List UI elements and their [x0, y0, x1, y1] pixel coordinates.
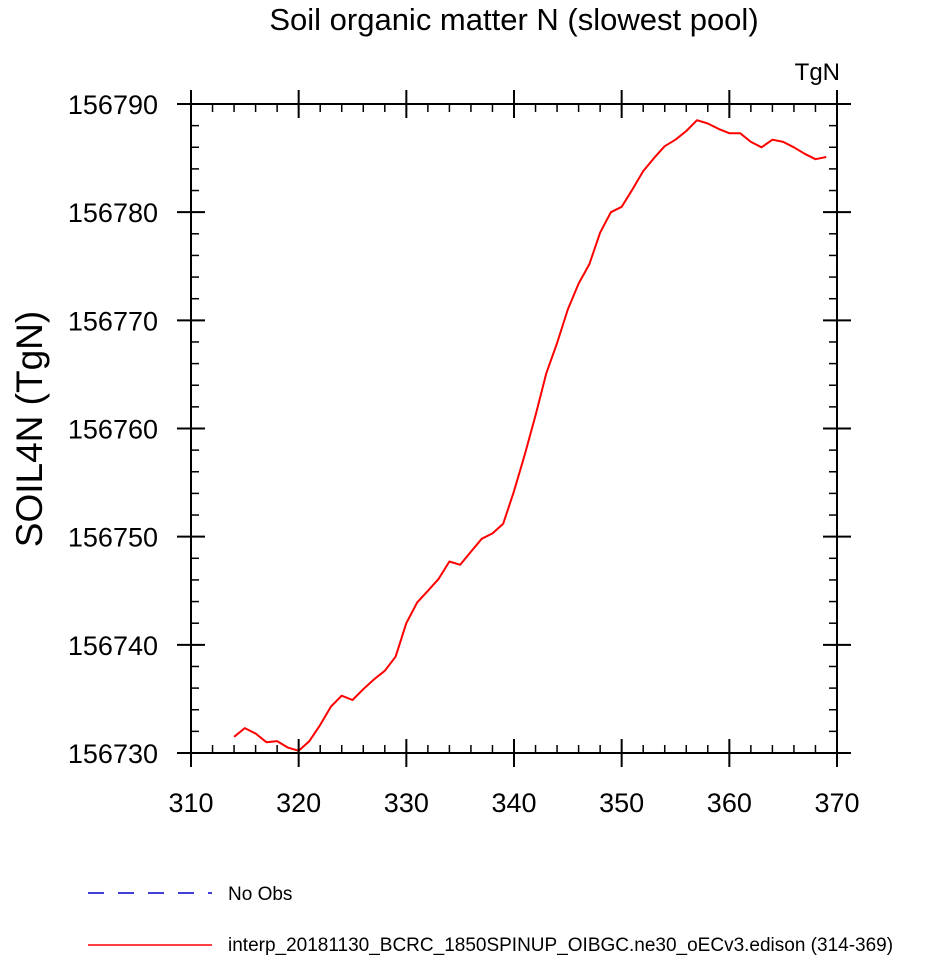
y-tick-label: 156760 [68, 415, 158, 445]
plot-area [233, 119, 827, 752]
y-tick-labels: 156730 156740 156750 156760 156770 156780 1567… [68, 90, 158, 769]
y-axis-label: SOIL4N (TgN) [9, 311, 50, 547]
x-tick-labels: 310 320 330 340 350 360 370 [168, 788, 859, 818]
chart-title: Soil organic matter N (slowest pool) [269, 2, 758, 37]
y-tick-label: 156750 [68, 523, 158, 553]
legend-label-no-obs: No Obs [228, 884, 292, 905]
x-tick-label: 340 [491, 788, 536, 818]
y-tick-label: 156740 [68, 631, 158, 661]
legend: No Obs interp_20181130_BCRC_1850SPINUP_O… [88, 884, 893, 956]
y-tick-label: 156770 [68, 306, 158, 336]
x-tick-label: 370 [814, 788, 859, 818]
x-tick-label: 360 [707, 788, 752, 818]
x-tick-label: 350 [599, 788, 644, 818]
axis-ticks [177, 90, 851, 767]
y-tick-label: 156780 [68, 198, 158, 228]
x-tick-label: 310 [168, 788, 213, 818]
legend-label-model-run: interp_20181130_BCRC_1850SPINUP_OIBGC.ne… [228, 935, 893, 956]
y-tick-label: 156730 [68, 739, 158, 769]
x-tick-label: 330 [384, 788, 429, 818]
x-tick-label: 320 [276, 788, 321, 818]
y-tick-label: 156790 [68, 90, 158, 120]
plot-frame [190, 103, 838, 754]
units-label: TgN [795, 59, 840, 86]
series-line-1 [233, 119, 827, 752]
